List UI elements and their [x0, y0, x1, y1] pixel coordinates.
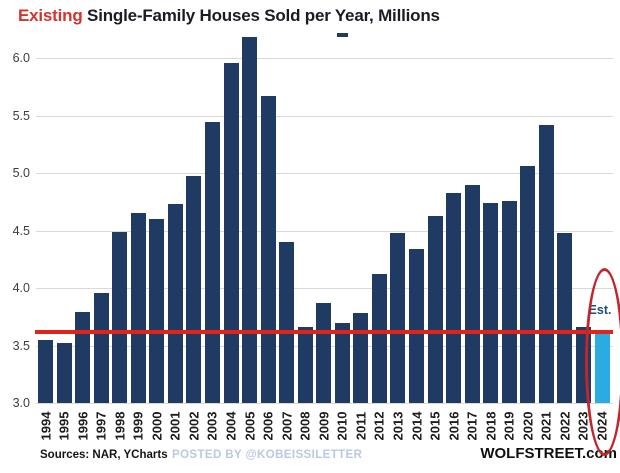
highlight-ellipse	[585, 268, 620, 456]
x-tick-label-2011: 2011	[353, 411, 369, 441]
x-tick-label-2014: 2014	[409, 411, 424, 441]
legend-marker-icon	[337, 33, 348, 37]
chart-title: Existing Single-Family Houses Sold per Y…	[18, 6, 440, 26]
bar-2022	[557, 232, 573, 403]
bar-2002	[186, 176, 202, 403]
x-tick-label-2012: 2012	[371, 411, 387, 441]
bar-1996	[75, 312, 91, 403]
x-tick-label-1997: 1997	[93, 411, 109, 441]
x-tick-label-2003: 2003	[204, 411, 220, 441]
y-gridline-5.0	[36, 173, 613, 174]
bar-2012	[371, 274, 387, 403]
bar-2003	[204, 122, 220, 403]
bar-2018	[483, 202, 499, 403]
bar-2017	[464, 184, 480, 403]
bar-2015	[427, 215, 443, 403]
x-tick-label-2004: 2004	[223, 411, 239, 441]
x-tick-label-1998: 1998	[112, 411, 128, 441]
bar-2000	[149, 219, 165, 403]
x-tick-label-2000: 2000	[149, 411, 165, 441]
x-tick-label-2005: 2005	[242, 411, 258, 441]
title-highlight: Existing	[18, 6, 83, 25]
y-gridline-4.5	[36, 230, 613, 232]
bar-2005	[242, 37, 258, 403]
x-tick-label-2018: 2018	[483, 411, 499, 441]
x-tick-label-2017: 2017	[464, 411, 480, 441]
sources-note: Sources: NAR, YCharts	[40, 449, 168, 461]
bar-2016	[446, 192, 462, 403]
y-gridline-3.0	[36, 403, 613, 404]
x-tick-label-2022: 2022	[557, 411, 573, 441]
x-tick-label-2008: 2008	[297, 411, 313, 441]
posted-by-note: POSTED BY @KOBEISSILETTER	[172, 449, 363, 461]
y-tick-label-4.5: 4.5	[12, 223, 30, 238]
bar-1995	[56, 343, 72, 403]
bar-1999	[130, 213, 146, 403]
x-tick-label-2009: 2009	[316, 411, 332, 441]
bar-1997	[93, 292, 109, 403]
bar-2014	[409, 248, 424, 403]
x-tick-label-2013: 2013	[390, 411, 406, 441]
bar-2007	[279, 242, 295, 403]
y-tick-label-3.5: 3.5	[12, 338, 30, 353]
y-tick-label-5.0: 5.0	[12, 166, 30, 180]
y-gridline-4.0	[36, 288, 613, 289]
x-tick-label-2010: 2010	[334, 411, 350, 441]
y-gridline-5.5	[36, 115, 613, 117]
watermark: WOLFSTREET.com	[480, 445, 617, 462]
x-tick-label-1994: 1994	[38, 411, 53, 441]
x-tick-label-2020: 2020	[520, 411, 536, 441]
x-tick-label-1999: 1999	[130, 411, 146, 441]
bar-2008	[297, 327, 313, 403]
x-tick-label-1996: 1996	[75, 411, 91, 441]
bar-2006	[260, 95, 276, 403]
x-tick-label-2002: 2002	[186, 411, 202, 441]
title-rest: Single-Family Houses Sold per Year, Mill…	[82, 6, 440, 25]
y-tick-label-5.5: 5.5	[12, 108, 30, 123]
bar-2019	[501, 200, 517, 403]
bar-2004	[223, 62, 239, 403]
x-tick-label-1995: 1995	[56, 411, 72, 441]
bar-2009	[316, 302, 332, 403]
bar-1994	[38, 339, 53, 403]
x-tick-label-2007: 2007	[279, 411, 295, 441]
y-tick-label-4.0: 4.0	[12, 281, 30, 295]
y-tick-label-3.0: 3.0	[12, 396, 30, 410]
bar-2001	[167, 204, 183, 403]
x-tick-label-2015: 2015	[427, 411, 443, 441]
x-tick-label-2001: 2001	[167, 411, 183, 441]
bar-2020	[520, 166, 536, 403]
bar-2021	[538, 124, 554, 403]
bar-2013	[390, 232, 406, 403]
reference-line	[35, 329, 613, 334]
bar-2011	[353, 313, 369, 403]
x-tick-label-2021: 2021	[538, 411, 554, 441]
x-tick-label-2016: 2016	[446, 411, 462, 441]
bar-1998	[112, 231, 128, 403]
bar-2010	[334, 322, 350, 403]
x-tick-label-2019: 2019	[501, 411, 517, 441]
y-tick-label-6.0: 6.0	[12, 51, 30, 65]
y-gridline-6.0	[36, 58, 613, 59]
x-tick-label-2006: 2006	[260, 411, 276, 441]
